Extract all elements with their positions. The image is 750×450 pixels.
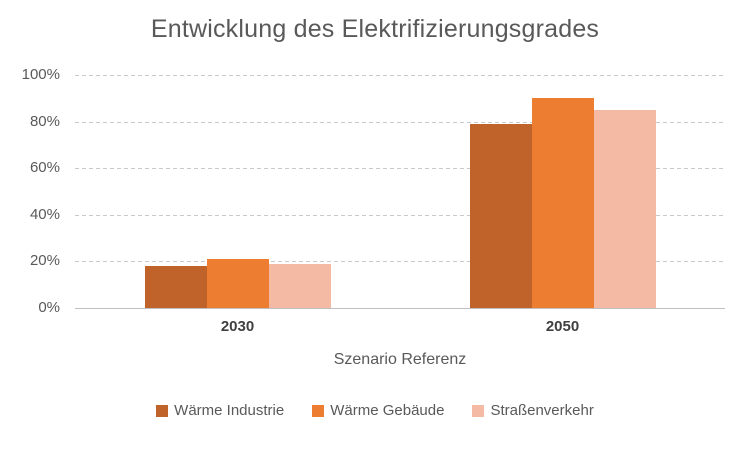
legend-item: Wärme Industrie — [156, 402, 284, 419]
x-category-label: 2050 — [545, 318, 580, 335]
legend: Wärme Industrie Wärme Gebäude Straßenverke… — [0, 402, 750, 419]
x-category-label: 2030 — [220, 318, 255, 335]
bar-group-2050 — [400, 75, 725, 308]
chart-title: Entwicklung des Elektrifizierungsgrades — [150, 15, 600, 43]
y-tick-label: 100% — [21, 66, 60, 83]
gridline-60 — [75, 168, 725, 170]
bar-2050-series-1 — [531, 98, 594, 308]
bar-2030-series-1 — [206, 259, 269, 308]
x-axis-line — [75, 307, 725, 309]
y-tick-label: 20% — [29, 252, 60, 270]
legend-swatch-icon — [472, 404, 485, 417]
bar-group-2030 — [75, 75, 400, 308]
bar-2050-series-2 — [593, 109, 656, 308]
gridline-40 — [75, 214, 725, 216]
legend-label: Wärme Gebäude — [330, 402, 445, 419]
plot-area — [75, 75, 725, 309]
y-tick-label: 60% — [29, 159, 60, 177]
gridline-20 — [75, 261, 725, 263]
y-tick-label: 40% — [29, 205, 60, 223]
y-tick-label: 0% — [38, 299, 60, 316]
legend-label: Wärme Industrie — [174, 402, 285, 419]
legend-item: Straßenverkehr — [472, 402, 594, 419]
bar-2030-series-2 — [268, 263, 331, 308]
gridline-80 — [75, 121, 725, 123]
x-axis-title: Szenario Referenz — [333, 351, 467, 368]
bar-2030-series-0 — [144, 266, 207, 308]
legend-label: Straßenverkehr — [490, 402, 594, 419]
y-tick-label: 80% — [29, 112, 60, 130]
legend-swatch-icon — [156, 404, 169, 417]
legend-swatch-icon — [312, 404, 325, 417]
x-axis-labels: 2030 2050 — [75, 318, 725, 335]
gridline-100 — [75, 75, 725, 76]
bar-2050-series-0 — [469, 123, 532, 308]
legend-item: Wärme Gebäude — [312, 402, 444, 419]
